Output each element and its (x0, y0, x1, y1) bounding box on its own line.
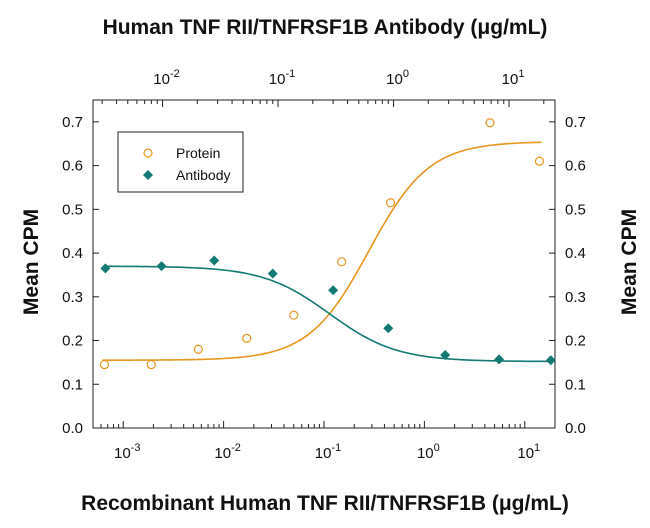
data-point-protein (534, 156, 545, 166)
data-point-antibody (209, 255, 220, 266)
data-point-antibody (494, 354, 505, 365)
data-point-antibody (100, 263, 111, 274)
fit-curve-antibody (103, 265, 554, 363)
data-point-antibody (156, 261, 167, 272)
x-axis-label: Recombinant Human TNF RII/TNFRSF1B (μg/m… (81, 492, 569, 515)
y-tick-label-right: 0.7 (565, 114, 586, 131)
chart-title: Human TNF RII/TNFRSF1B Antibody (μg/mL) (103, 16, 548, 39)
data-point-antibody (328, 285, 339, 296)
x-top-tick-label: 10-2 (153, 68, 179, 88)
y-tick-label-right: 0.6 (565, 158, 586, 175)
data-point-antibody (545, 355, 556, 366)
y-tick-label-right: 0.3 (565, 289, 586, 306)
legend-protein-label: Protein (176, 145, 220, 161)
fit-curve-protein (102, 141, 542, 361)
y-tick-label-left: 0.7 (62, 114, 83, 131)
data-point-protein (146, 359, 156, 370)
legend-box (117, 131, 244, 193)
y-tick-label-right: 0.5 (565, 201, 586, 218)
legend-protein-marker (143, 148, 153, 158)
legend-antibody-label: Antibody (176, 167, 230, 183)
x-bottom-tick-label: 10-3 (114, 442, 140, 462)
x-top-tick-label: 10-1 (269, 68, 295, 88)
y-tick-label-right: 0.0 (565, 420, 586, 437)
data-point-protein (99, 359, 110, 370)
y-tick-label-left: 0.3 (62, 289, 83, 306)
data-point-protein (193, 344, 203, 354)
data-point-protein (385, 198, 396, 208)
y-tick-label-left: 0.1 (62, 376, 83, 393)
y-tick-label-right: 0.4 (565, 245, 586, 262)
y-tick-label-left: 0.2 (62, 333, 83, 350)
data-point-protein (242, 333, 252, 343)
y-tick-label-left: 0.0 (62, 420, 83, 437)
y-tick-label-left: 0.5 (62, 201, 83, 218)
y-tick-label-left: 0.6 (62, 158, 83, 175)
x-bottom-tick-label: 10-2 (214, 442, 240, 462)
curves-layer (102, 141, 554, 363)
ticks-layer: 0.0 0.0 0.1 0.1 0.2 0.2 0.3 0.3 0.4 0.4 0.5 0.5 0.6 0… (62, 68, 586, 462)
y-tick-label-left: 0.4 (62, 245, 83, 262)
x-top-tick-label: 100 (386, 68, 409, 88)
y-axis-label-right: Mean CPM (618, 209, 641, 315)
legend-antibody-marker (143, 170, 153, 180)
data-point-protein (485, 118, 495, 128)
y-axis-label-left: Mean CPM (20, 209, 43, 315)
data-point-protein (289, 310, 299, 320)
data-point-antibody (383, 323, 394, 334)
x-bottom-tick-label: 10-1 (315, 442, 341, 462)
x-bottom-tick-label: 100 (417, 442, 440, 462)
x-top-tick-label: 101 (502, 68, 525, 88)
y-tick-label-right: 0.1 (565, 376, 586, 393)
y-tick-label-right: 0.2 (565, 333, 586, 350)
data-point-antibody (440, 349, 451, 360)
data-point-protein (337, 257, 347, 267)
data-point-antibody (267, 268, 278, 279)
legend: Protein Antibody (117, 131, 244, 193)
x-bottom-tick-label: 101 (517, 442, 540, 462)
points-layer (99, 118, 556, 370)
